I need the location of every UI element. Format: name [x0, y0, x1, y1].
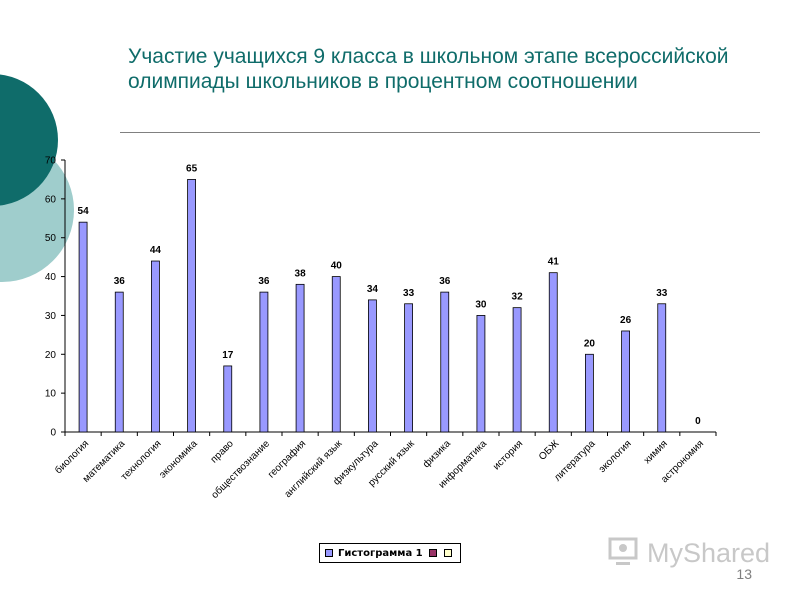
bar-value-label: 36: [114, 276, 126, 287]
bar-value-label: 65: [186, 163, 198, 174]
watermark: MyShared: [605, 536, 770, 570]
x-category-label: биология: [52, 438, 91, 477]
bar-value-label: 0: [695, 416, 701, 427]
bar-value-label: 34: [367, 284, 379, 295]
legend-label-series-1: Гистограмма 1: [338, 547, 423, 559]
legend-swatch-series-2: [428, 549, 437, 557]
bar-value-label: 36: [439, 276, 451, 287]
bar: [440, 291, 450, 433]
bar-value-label: 17: [222, 350, 234, 361]
bar-value-label: 36: [258, 276, 270, 287]
bar-value-label: 33: [403, 288, 415, 299]
y-tick-label: 60: [45, 194, 57, 205]
bar-chart: 0 10 20 30 40 50 60 70 биологияматематикатехнол…: [45, 156, 717, 501]
bar: [259, 291, 269, 433]
bar: [512, 307, 522, 433]
x-category-label: химия: [642, 438, 670, 466]
bar-value-label: 26: [620, 315, 632, 326]
bar: [331, 276, 341, 433]
bar-value-label: 32: [512, 292, 524, 303]
bar: [187, 179, 196, 433]
bar-value-label: 33: [656, 288, 668, 299]
bar: [78, 221, 88, 433]
legend-swatch-series-1: [325, 549, 333, 557]
bar: [368, 299, 377, 433]
bar: [585, 353, 594, 433]
bar: [476, 315, 486, 433]
chart-legend: Гистограмма 1: [319, 543, 461, 563]
bar: [548, 272, 558, 433]
y-tick-label: 10: [45, 389, 57, 400]
bar: [151, 260, 160, 433]
watermark-text: MyShared: [647, 537, 771, 568]
bar-value-label: 44: [150, 245, 162, 256]
bar-value-label: 41: [548, 257, 560, 268]
y-tick-label: 20: [45, 350, 57, 361]
bar: [114, 291, 124, 433]
x-category-label: физика: [420, 437, 453, 470]
x-category-label: право: [209, 438, 236, 465]
bar: [295, 283, 305, 433]
page-number: 13: [736, 566, 752, 582]
watermark-logo-icon: [608, 537, 638, 565]
bar: [223, 365, 233, 433]
bar-value-label: 30: [475, 299, 487, 310]
bar-value-label: 54: [78, 206, 90, 217]
y-tick-label: 50: [45, 233, 57, 244]
y-tick-label: 0: [50, 428, 56, 439]
title-divider: [120, 132, 760, 133]
legend-swatch-series-3: [443, 549, 452, 557]
dark-teal-circle: [0, 74, 58, 206]
bar: [657, 303, 667, 433]
x-category-label: экология: [597, 438, 634, 475]
bar-value-label: 38: [295, 268, 307, 279]
y-axis: 0 10 20 30 40 50 60 70: [45, 156, 66, 439]
bar: [621, 330, 630, 433]
bar-value-label: 40: [331, 261, 343, 272]
x-category-label: ОБЖ: [537, 438, 562, 463]
bar: [404, 303, 413, 433]
y-tick-label: 40: [45, 272, 57, 283]
slide-title: Участие учащихся 9 класса в школьном эта…: [128, 45, 729, 93]
x-category-label: экономика: [157, 438, 200, 481]
y-tick-label: 70: [45, 156, 57, 167]
x-category-label: история: [491, 438, 525, 472]
y-tick-label: 30: [45, 311, 57, 322]
bar-value-label: 20: [584, 338, 596, 349]
bar-series: 54 36 44 65 17 36 38 40 34 33 36 30 32 41 20 26 33 0: [78, 163, 701, 433]
decorative-circles: [0, 74, 74, 282]
